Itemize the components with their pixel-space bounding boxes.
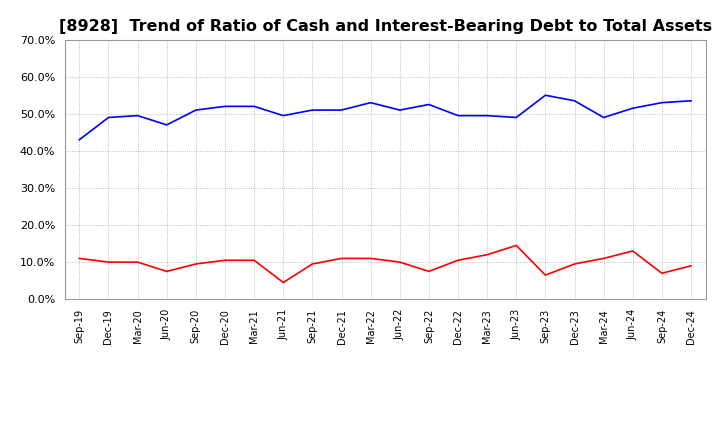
Interest-Bearing Debt — [629, 106, 637, 111]
Cash — [629, 248, 637, 253]
Interest-Bearing Debt — [512, 115, 521, 120]
Interest-Bearing Debt — [337, 107, 346, 113]
Cash — [337, 256, 346, 261]
Interest-Bearing Debt — [395, 107, 404, 113]
Interest-Bearing Debt — [279, 113, 287, 118]
Interest-Bearing Debt — [687, 98, 696, 103]
Cash — [395, 260, 404, 265]
Cash — [570, 261, 579, 267]
Cash — [483, 252, 492, 257]
Interest-Bearing Debt — [192, 107, 200, 113]
Cash — [104, 260, 113, 265]
Cash — [425, 269, 433, 274]
Interest-Bearing Debt — [570, 98, 579, 103]
Interest-Bearing Debt — [541, 92, 550, 98]
Cash — [133, 260, 142, 265]
Interest-Bearing Debt — [657, 100, 666, 105]
Cash — [599, 256, 608, 261]
Interest-Bearing Debt — [599, 115, 608, 120]
Interest-Bearing Debt — [163, 122, 171, 128]
Cash — [220, 258, 229, 263]
Interest-Bearing Debt — [308, 107, 317, 113]
Cash — [192, 261, 200, 267]
Cash — [163, 269, 171, 274]
Interest-Bearing Debt — [75, 137, 84, 143]
Interest-Bearing Debt — [483, 113, 492, 118]
Interest-Bearing Debt — [104, 115, 113, 120]
Cash — [541, 272, 550, 278]
Line: Cash: Cash — [79, 246, 691, 282]
Cash — [279, 280, 287, 285]
Title: [8928]  Trend of Ratio of Cash and Interest-Bearing Debt to Total Assets: [8928] Trend of Ratio of Cash and Intere… — [58, 19, 712, 34]
Cash — [454, 258, 462, 263]
Interest-Bearing Debt — [454, 113, 462, 118]
Cash — [250, 258, 258, 263]
Cash — [308, 261, 317, 267]
Cash — [75, 256, 84, 261]
Line: Interest-Bearing Debt: Interest-Bearing Debt — [79, 95, 691, 140]
Cash — [657, 271, 666, 276]
Cash — [687, 263, 696, 268]
Interest-Bearing Debt — [425, 102, 433, 107]
Interest-Bearing Debt — [133, 113, 142, 118]
Interest-Bearing Debt — [250, 104, 258, 109]
Cash — [512, 243, 521, 248]
Interest-Bearing Debt — [220, 104, 229, 109]
Interest-Bearing Debt — [366, 100, 375, 105]
Cash — [366, 256, 375, 261]
